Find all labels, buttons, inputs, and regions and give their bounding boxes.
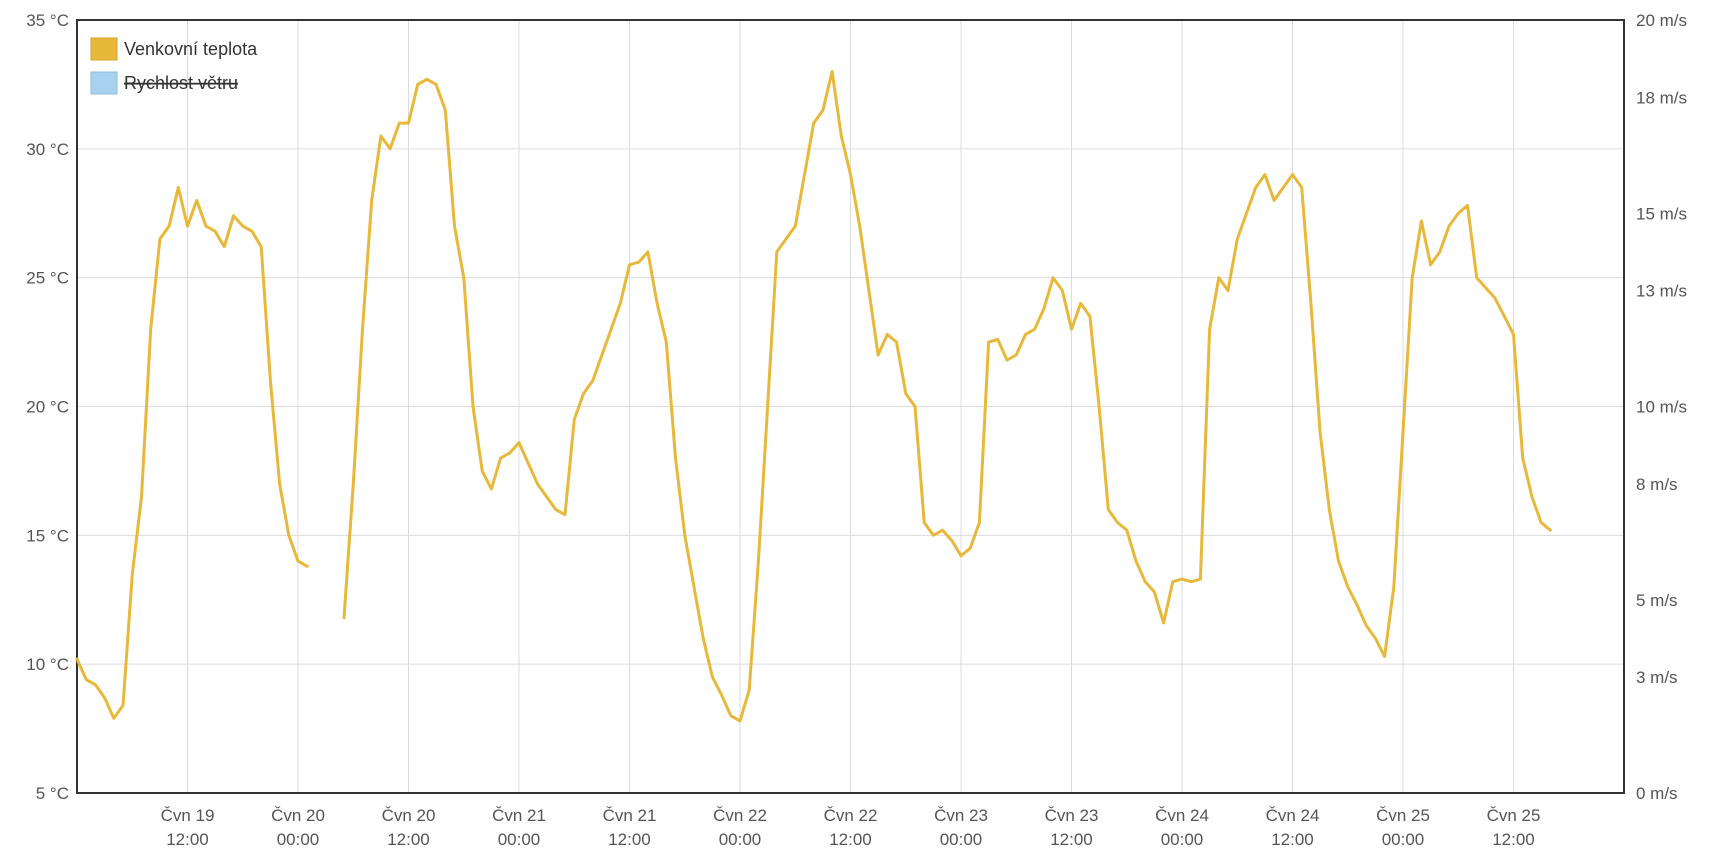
y-right-tick-label: 8 m/s bbox=[1636, 475, 1678, 494]
x-tick-label-time: 00:00 bbox=[719, 830, 762, 849]
y-right-tick-label: 13 m/s bbox=[1636, 282, 1687, 301]
legend-label: Venkovní teplota bbox=[124, 39, 258, 59]
legend-label: Rychlost větru bbox=[124, 73, 238, 93]
y-left-tick-label: 20 °C bbox=[26, 398, 69, 417]
x-tick-label-time: 00:00 bbox=[1161, 830, 1204, 849]
y-left-tick-label: 5 °C bbox=[36, 784, 69, 803]
x-tick-label-time: 12:00 bbox=[387, 830, 430, 849]
y-axis-right-labels: 0 m/s 3 m/s 5 m/s 8 m/s 10 m/s 13 m/s 15 m/s 18… bbox=[1636, 11, 1687, 803]
x-axis-labels: Čvn 19 12:00 Čvn 20 00:00 Čvn 20 12:00 Čvn 21 0… bbox=[161, 806, 1541, 849]
x-tick-label-date: Čvn 25 bbox=[1376, 806, 1430, 825]
chart-grid bbox=[77, 19, 1624, 794]
x-tick-label-date: Čvn 24 bbox=[1155, 806, 1209, 825]
x-tick-label-date: Čvn 23 bbox=[1045, 806, 1099, 825]
x-tick-label-date: Čvn 20 bbox=[271, 806, 325, 825]
y-left-tick-label: 30 °C bbox=[26, 140, 69, 159]
x-tick-label-date: Čvn 25 bbox=[1487, 806, 1541, 825]
y-left-tick-label: 25 °C bbox=[26, 269, 69, 288]
x-tick-label-time: 00:00 bbox=[1382, 830, 1425, 849]
y-right-tick-label: 3 m/s bbox=[1636, 668, 1678, 687]
x-tick-label-date: Čvn 24 bbox=[1266, 806, 1320, 825]
legend-swatch bbox=[90, 71, 118, 95]
legend-swatch bbox=[90, 37, 118, 61]
x-tick-label-date: Čvn 22 bbox=[824, 806, 878, 825]
x-tick-label-date: Čvn 20 bbox=[382, 806, 436, 825]
y-right-tick-label: 20 m/s bbox=[1636, 11, 1687, 30]
y-axis-left-labels: 5 °C 10 °C 15 °C 20 °C 25 °C 30 °C 35 °C bbox=[26, 11, 69, 803]
y-right-tick-label: 18 m/s bbox=[1636, 88, 1687, 107]
x-tick-label-time: 12:00 bbox=[829, 830, 872, 849]
x-tick-label-time: 00:00 bbox=[498, 830, 541, 849]
y-right-tick-label: 15 m/s bbox=[1636, 204, 1687, 223]
x-tick-label-time: 00:00 bbox=[940, 830, 983, 849]
x-tick-label-time: 12:00 bbox=[608, 830, 651, 849]
x-tick-label-time: 12:00 bbox=[1492, 830, 1535, 849]
legend-item[interactable]: Venkovní teplota bbox=[90, 37, 258, 61]
y-right-tick-label: 0 m/s bbox=[1636, 784, 1678, 803]
x-tick-label-time: 12:00 bbox=[166, 830, 209, 849]
y-right-tick-label: 10 m/s bbox=[1636, 398, 1687, 417]
x-tick-label-time: 12:00 bbox=[1050, 830, 1093, 849]
plot-area-frame bbox=[76, 19, 1625, 794]
temperature-series-line bbox=[342, 70, 1552, 723]
x-tick-label-date: Čvn 23 bbox=[934, 806, 988, 825]
x-tick-label-date: Čvn 19 bbox=[161, 806, 215, 825]
x-tick-label-date: Čvn 22 bbox=[713, 806, 767, 825]
legend[interactable]: Venkovní teplota Rychlost větru bbox=[90, 37, 258, 95]
series-layer bbox=[75, 70, 1552, 723]
x-tick-label-time: 00:00 bbox=[277, 830, 320, 849]
y-right-tick-label: 5 m/s bbox=[1636, 591, 1678, 610]
temperature-series-line bbox=[75, 186, 309, 720]
legend-item[interactable]: Rychlost větru bbox=[90, 71, 238, 95]
y-left-tick-label: 35 °C bbox=[26, 11, 69, 30]
y-left-tick-label: 10 °C bbox=[26, 655, 69, 674]
x-tick-label-date: Čvn 21 bbox=[603, 806, 657, 825]
x-tick-label-time: 12:00 bbox=[1271, 830, 1314, 849]
y-left-tick-label: 15 °C bbox=[26, 526, 69, 545]
x-tick-label-date: Čvn 21 bbox=[492, 806, 546, 825]
